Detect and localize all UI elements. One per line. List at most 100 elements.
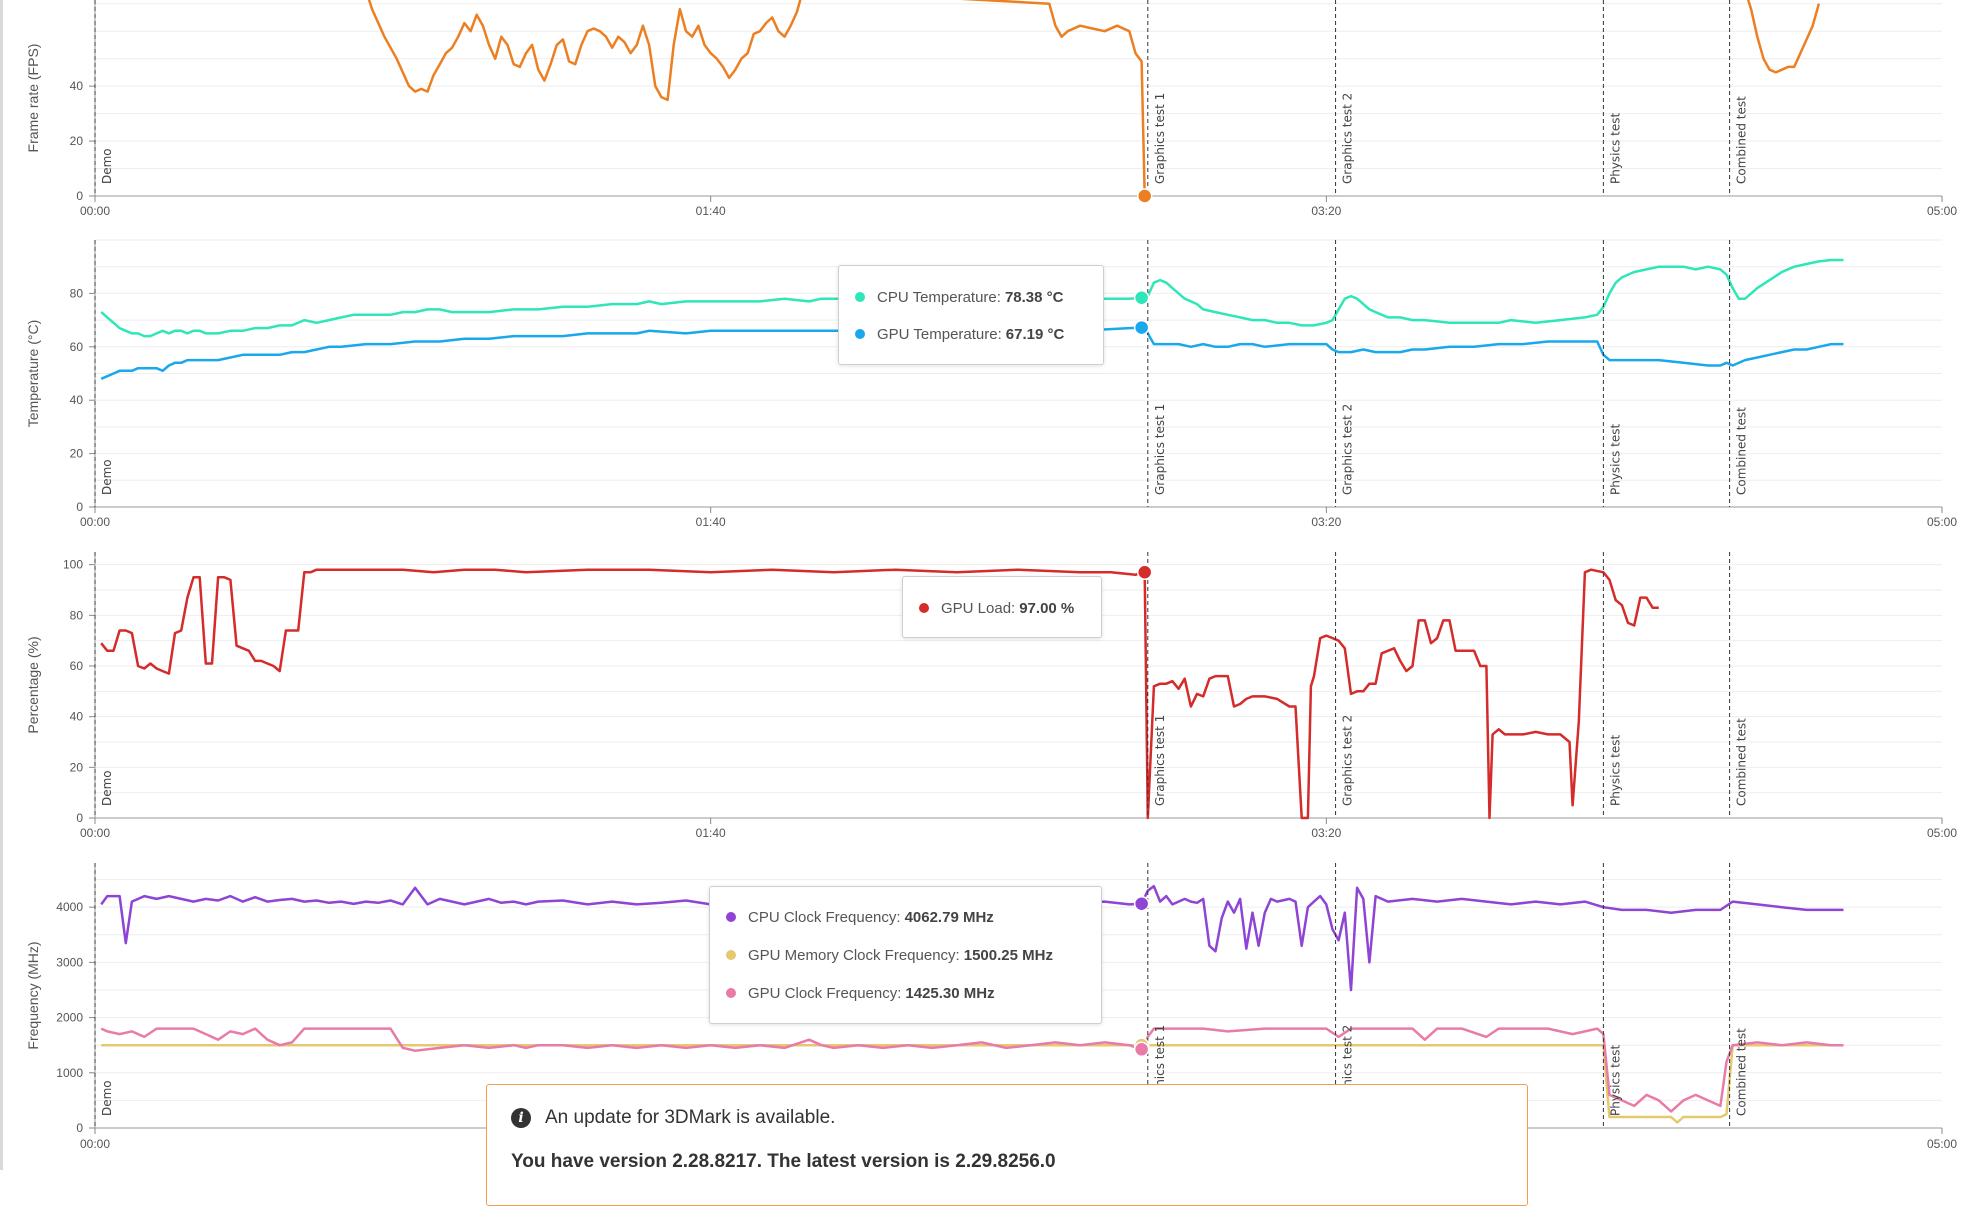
fps-frame-rate-line bbox=[1746, 0, 1821, 74]
gpu-clock-dot-icon bbox=[726, 988, 736, 998]
tooltip-label: CPU Temperature: bbox=[877, 288, 1001, 306]
monitoring-charts: 0 20 40 00:00 01:40 03:20 05:00 Frame rate (FPS… bbox=[25, 0, 1957, 1151]
frequency-y-tick-label: 2000 bbox=[56, 1011, 83, 1025]
marker-label: Graphics test 1 bbox=[1153, 404, 1167, 495]
marker-label: Combined test bbox=[1735, 407, 1749, 495]
cpu-clock-dot-icon bbox=[726, 912, 736, 922]
frequency-y-axis-title: Frequency (MHz) bbox=[25, 941, 41, 1049]
update-notice-header: i An update for 3DMark is available. bbox=[511, 1107, 835, 1129]
marker-label: Graphics test 1 bbox=[1153, 715, 1167, 806]
frequency-y-tick-label: 0 bbox=[76, 1121, 83, 1135]
temperature-y-tick-label: 80 bbox=[70, 286, 84, 300]
window-left-edge bbox=[0, 0, 3, 1170]
marker-label: Demo bbox=[100, 459, 114, 495]
update-notice[interactable]: i An update for 3DMark is available. You… bbox=[486, 1084, 1528, 1206]
marker-label: Graphics test 1 bbox=[1153, 93, 1167, 184]
fps-frame-rate-line bbox=[367, 0, 1146, 197]
tooltip-row-gpu-clock: GPU Clock Frequency: 1425.30 MHz bbox=[710, 980, 1101, 1006]
tooltip-label: GPU Memory Clock Frequency: bbox=[748, 946, 960, 964]
tooltip-row-gpu-temperature: GPU Temperature: 67.19 °C bbox=[839, 321, 1103, 347]
tooltip-label: GPU Clock Frequency: bbox=[748, 984, 902, 1002]
fps-y-axis-title: Frame rate (FPS) bbox=[25, 44, 41, 153]
load-y-tick-label: 100 bbox=[63, 558, 83, 572]
load-y-tick-label: 80 bbox=[70, 608, 84, 622]
temperature-y-tick-label: 0 bbox=[76, 500, 83, 514]
load-x-tick-label: 01:40 bbox=[696, 826, 726, 840]
marker-label: Physics test bbox=[1608, 1044, 1622, 1116]
tooltip-value: 97.00 % bbox=[1019, 599, 1075, 617]
tooltip-row-cpu-clock: CPU Clock Frequency: 4062.79 MHz bbox=[710, 904, 1101, 930]
temperature-cpu-temperature-line bbox=[100, 258, 1844, 338]
temperature-tooltip: CPU Temperature: 78.38 °C GPU Temperatur… bbox=[838, 265, 1104, 365]
marker-label: Physics test bbox=[1608, 734, 1622, 806]
load-y-tick-label: 20 bbox=[70, 760, 84, 774]
gpu-temperature-dot-icon bbox=[855, 329, 865, 339]
frequency-x-tick-label: 00:00 bbox=[80, 1137, 110, 1151]
tooltip-value: 4062.79 MHz bbox=[904, 908, 994, 926]
marker-label: Combined test bbox=[1735, 96, 1749, 184]
marker-label: Demo bbox=[100, 148, 114, 184]
fps-y-tick-label: 0 bbox=[76, 189, 83, 203]
tooltip-value: 67.19 °C bbox=[1005, 325, 1065, 343]
load-x-tick-label: 05:00 bbox=[1927, 826, 1957, 840]
temperature-y-axis-title: Temperature (°C) bbox=[25, 320, 41, 428]
update-notice-title: An update for 3DMark is available. bbox=[545, 1107, 836, 1128]
load-highlight-dot bbox=[1136, 564, 1153, 581]
load-y-tick-label: 40 bbox=[70, 710, 84, 724]
load-y-tick-label: 0 bbox=[76, 811, 83, 825]
frequency-gpu-memory-clock-frequency-line bbox=[101, 1043, 1844, 1124]
fps-x-tick-label: 05:00 bbox=[1927, 204, 1957, 218]
temperature-x-tick-label: 01:40 bbox=[696, 515, 726, 529]
temperature-y-tick-label: 60 bbox=[70, 340, 84, 354]
fps-highlight-dot bbox=[1136, 188, 1153, 204]
load-x-tick-label: 00:00 bbox=[80, 826, 110, 840]
frequency-x-tick-label: 05:00 bbox=[1927, 1137, 1957, 1151]
tooltip-value: 1425.30 MHz bbox=[905, 984, 995, 1002]
load-gpu-load-line bbox=[100, 568, 1659, 820]
marker-label: Physics test bbox=[1608, 423, 1622, 495]
marker-label: Combined test bbox=[1735, 1028, 1749, 1116]
gpu-memory-clock-dot-icon bbox=[726, 950, 736, 960]
frequency-y-tick-label: 3000 bbox=[56, 955, 83, 969]
fps-x-tick-label: 03:20 bbox=[1311, 204, 1341, 218]
marker-label: Demo bbox=[100, 770, 114, 806]
marker-label: Graphics test 2 bbox=[1341, 404, 1355, 495]
load-y-axis-title: Percentage (%) bbox=[25, 636, 41, 733]
marker-label: Combined test bbox=[1735, 718, 1749, 806]
marker-label: Graphics test 2 bbox=[1341, 715, 1355, 806]
tooltip-value: 1500.25 MHz bbox=[963, 946, 1053, 964]
fps-y-tick-label: 20 bbox=[70, 134, 84, 148]
frequency-cpu-clock-frequency-line bbox=[100, 884, 1844, 992]
frequency-highlight-dot bbox=[1133, 895, 1150, 912]
marker-label: Graphics test 2 bbox=[1341, 93, 1355, 184]
frequency-y-tick-label: 1000 bbox=[56, 1066, 83, 1080]
tooltip-value: 78.38 °C bbox=[1004, 288, 1064, 306]
info-icon: i bbox=[511, 1108, 531, 1128]
update-notice-body: You have version 2.28.8217. The latest v… bbox=[511, 1151, 1056, 1172]
load-x-tick-label: 03:20 bbox=[1311, 826, 1341, 840]
temperature-x-tick-label: 03:20 bbox=[1311, 515, 1341, 529]
tooltip-row-gpu-load: GPU Load: 97.00 % bbox=[903, 595, 1101, 621]
marker-label: Demo bbox=[100, 1080, 114, 1116]
tooltip-label: GPU Temperature: bbox=[877, 325, 1002, 343]
load-y-tick-label: 60 bbox=[70, 659, 84, 673]
fps-x-tick-label: 01:40 bbox=[696, 204, 726, 218]
cpu-temperature-dot-icon bbox=[855, 292, 865, 302]
fps-y-tick-label: 40 bbox=[70, 79, 84, 93]
temperature-highlight-dot bbox=[1133, 289, 1150, 306]
marker-label: Physics test bbox=[1608, 112, 1622, 184]
frequency-highlight-dot bbox=[1133, 1041, 1150, 1058]
frequency-gpu-clock-frequency-line bbox=[100, 1027, 1844, 1113]
temperature-x-tick-label: 05:00 bbox=[1927, 515, 1957, 529]
gpu-load-tooltip: GPU Load: 97.00 % bbox=[902, 576, 1102, 638]
gpu-load-dot-icon bbox=[919, 603, 929, 613]
tooltip-label: CPU Clock Frequency: bbox=[748, 908, 901, 926]
temperature-y-tick-label: 40 bbox=[70, 393, 84, 407]
tooltip-row-gpu-memory-clock: GPU Memory Clock Frequency: 1500.25 MHz bbox=[710, 942, 1101, 968]
temperature-x-tick-label: 00:00 bbox=[80, 515, 110, 529]
fps-x-tick-label: 00:00 bbox=[80, 204, 110, 218]
tooltip-label: GPU Load: bbox=[941, 599, 1016, 617]
tooltip-row-cpu-temperature: CPU Temperature: 78.38 °C bbox=[839, 284, 1103, 310]
temperature-highlight-dot bbox=[1133, 319, 1150, 336]
frequency-tooltip: CPU Clock Frequency: 4062.79 MHz GPU Mem… bbox=[709, 886, 1102, 1024]
